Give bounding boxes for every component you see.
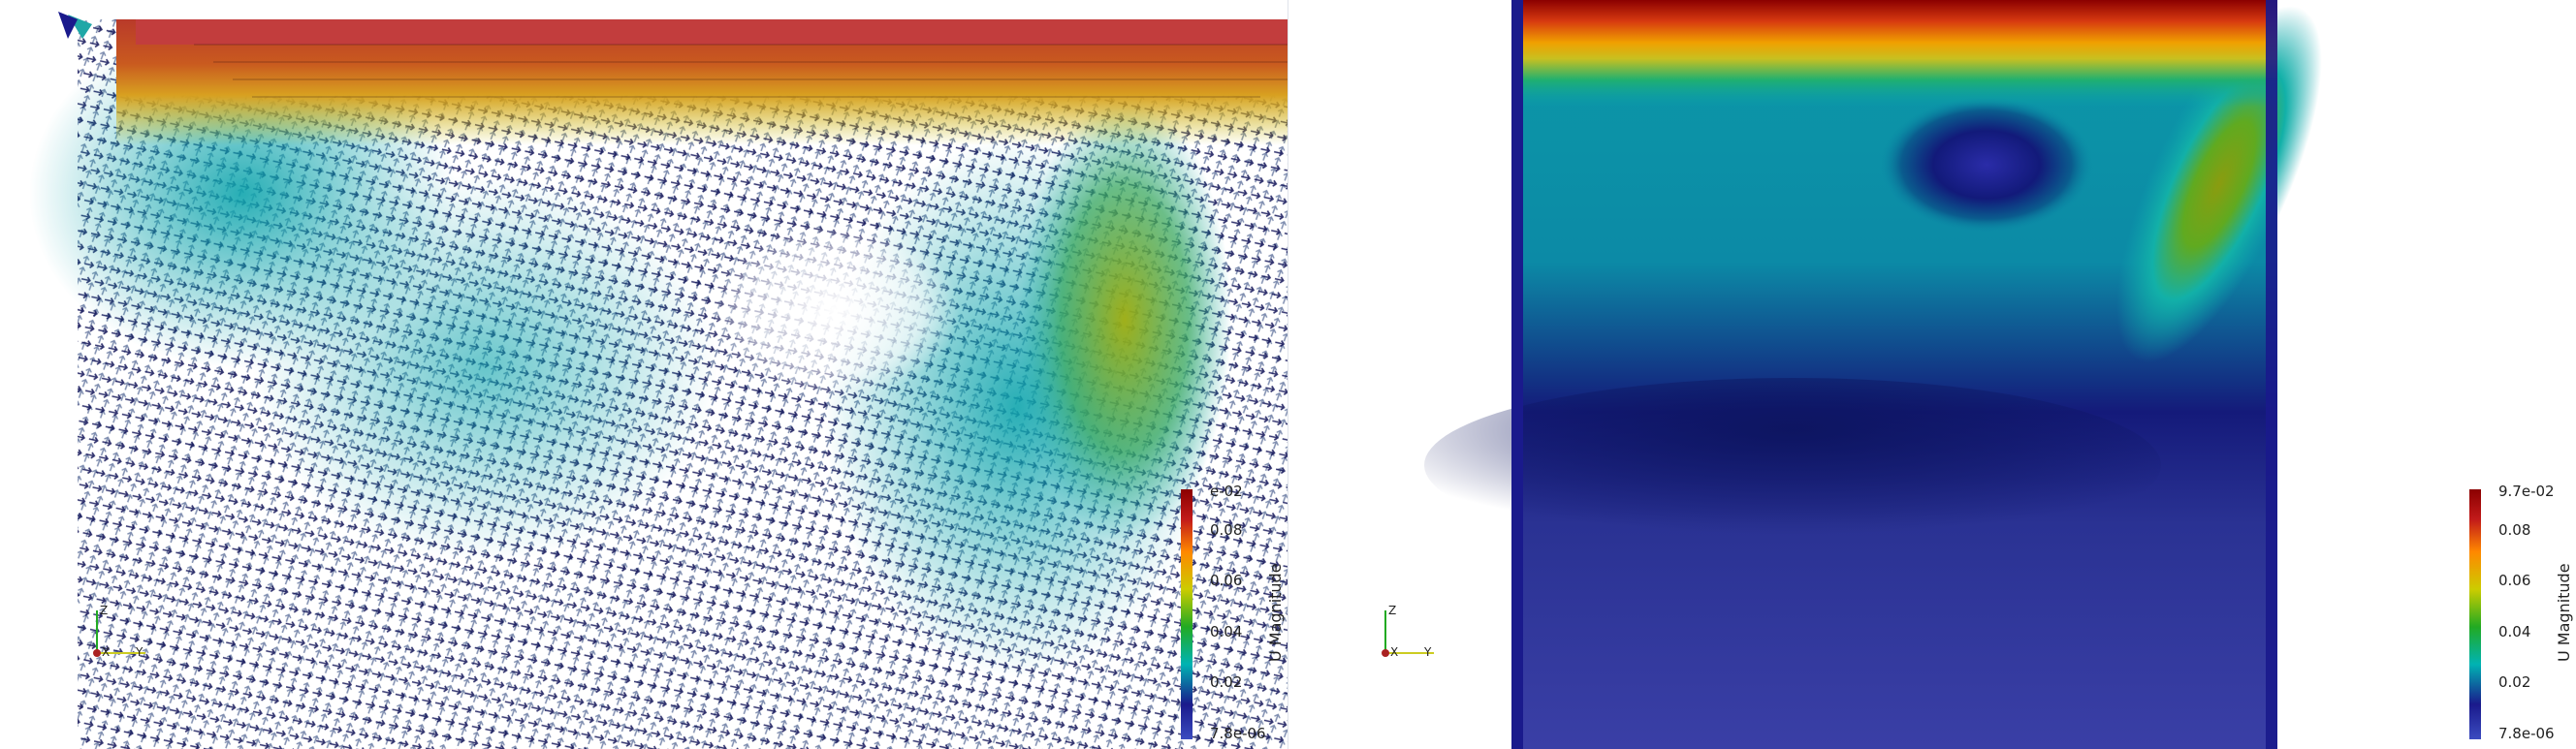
scalar-bar-right[interactable]: 7.8e-06 0.02 0.04 0.06 0.08 9.7e-02 U Ma…: [2469, 484, 2573, 743]
scalar-bar-label: 0.02: [1210, 673, 1243, 691]
scalar-bar-label: 0.04: [2498, 623, 2531, 640]
scalar-bar-label: 0.06: [1210, 572, 1243, 589]
scalar-bar-label-max: e-02: [1210, 483, 1243, 500]
axis-y-label: Y: [1423, 645, 1432, 659]
axis-z-label: Z: [1388, 604, 1396, 617]
render-view-left[interactable]: Z X Y 7.8e-06 0.02 0.04: [0, 0, 1288, 749]
scalar-bar-label-min: 7.8e-06: [2498, 725, 2555, 742]
colorbar-gradient-left: [1181, 489, 1193, 739]
render-view-right[interactable]: Z X Y 7.8e-06 0.02 0.04: [1288, 0, 2576, 749]
scalar-bar-label-max: 9.7e-02: [2498, 483, 2555, 500]
scalar-bar-label: 0.02: [2498, 673, 2531, 691]
axis-y-label: Y: [135, 645, 143, 659]
scalar-bar-left[interactable]: 7.8e-06 0.02 0.04 0.06 0.08 e-02 U Magni…: [1181, 484, 1285, 743]
orientation-axes-right: Z X Y: [1376, 603, 1453, 665]
scalar-bar-label: 0.08: [2498, 521, 2531, 539]
scalar-bar-label: 0.06: [2498, 572, 2531, 589]
axis-x-label: X: [102, 645, 110, 659]
axis-x-label: X: [1390, 645, 1398, 659]
surface-scene[interactable]: [1288, 0, 2576, 749]
scalar-bar-label-min: 7.8e-06: [1210, 725, 1266, 742]
scalar-bar-title-left: U Magnitude: [1266, 563, 1285, 662]
axis-z-label: Z: [100, 604, 108, 617]
scalar-bar-title-right: U Magnitude: [2555, 563, 2573, 662]
scalar-bar-label: 0.04: [1210, 623, 1243, 640]
colorbar-gradient-right: [2469, 489, 2481, 739]
orientation-axes-left: Z X Y: [87, 603, 165, 665]
glyph-scene[interactable]: [0, 0, 1288, 749]
scalar-bar-label: 0.08: [1210, 521, 1243, 539]
